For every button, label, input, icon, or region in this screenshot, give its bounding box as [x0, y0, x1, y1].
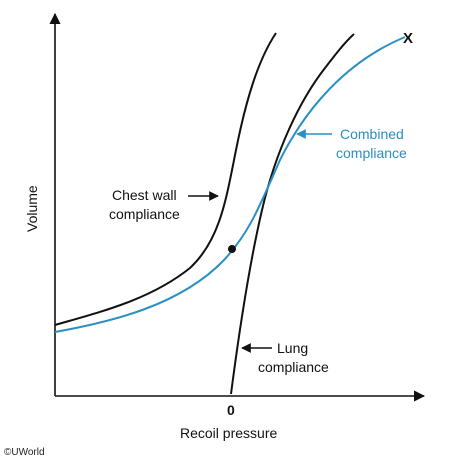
chest-wall-label-line2: compliance — [109, 206, 180, 222]
resting-point-dot — [228, 245, 236, 253]
x-axis-label: Recoil pressure — [180, 425, 277, 441]
end-point-marker: X — [403, 30, 413, 47]
chest-wall-curve — [54, 32, 277, 326]
lung-label-line1: Lung — [277, 340, 308, 356]
combined-label-line1: Combined — [340, 126, 404, 142]
combined-curve — [54, 36, 406, 333]
combined-label-line2: compliance — [336, 145, 407, 161]
chest-wall-label-line1: Chest wall — [112, 187, 177, 203]
lung-curve — [230, 33, 355, 395]
copyright-text: ©UWorld — [4, 447, 45, 458]
x-axis-zero-tick: 0 — [227, 402, 235, 418]
y-axis-label: Volume — [24, 185, 40, 232]
lung-label-line2: compliance — [258, 359, 329, 375]
